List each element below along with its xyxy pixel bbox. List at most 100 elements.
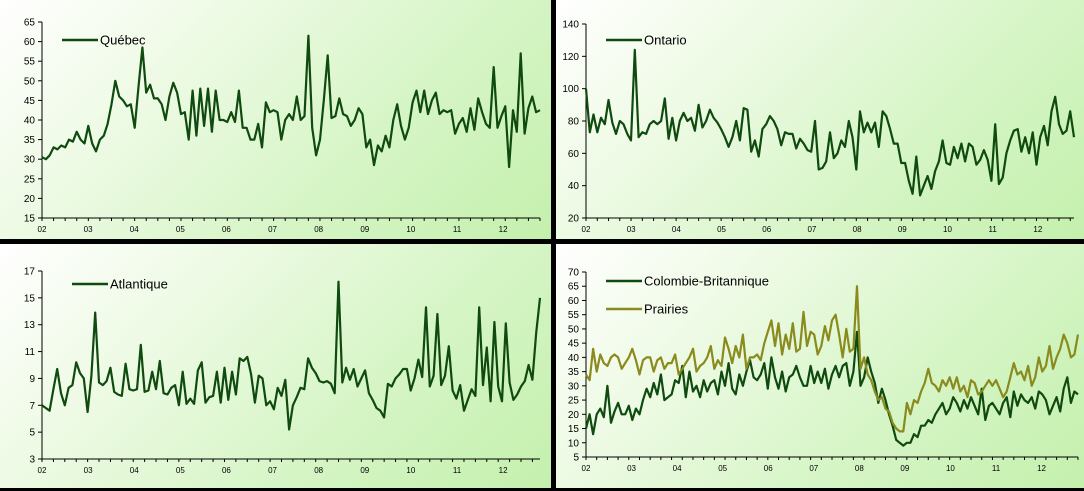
y-tick-label: 17 [24, 267, 36, 278]
y-tick-label: 20 [568, 410, 580, 421]
x-tick-label: 03 [84, 225, 93, 234]
y-tick-label: 15 [24, 293, 36, 304]
series-line [41, 34, 541, 169]
x-tick-label: 04 [130, 225, 139, 234]
x-tick-label: 08 [314, 466, 323, 475]
x-tick-label: 10 [406, 466, 415, 475]
y-tick-label: 15 [568, 424, 580, 435]
series-line [584, 48, 1076, 197]
legend-label: Atlantique [110, 277, 168, 292]
legend-label: Prairies [644, 302, 689, 317]
x-tick-label: 12 [1037, 464, 1046, 473]
y-tick-label: 11 [25, 347, 36, 358]
y-tick-label: 7 [29, 401, 35, 412]
y-tick-label: 9 [29, 374, 35, 385]
x-tick-label: 09 [360, 225, 369, 234]
x-tick-label: 11 [992, 464, 1001, 473]
chart-panel-quebec: 15 20 25 30 35 40 45 50 55 60 65 02 03 04 05 06 07 08 09 10… [0, 0, 551, 239]
x-tick-label: 04 [130, 466, 139, 475]
chart-panel-ontario: 20 40 60 80 100 120 140 02 03 04 05 06 07 08 09 10 11 12 O… [556, 0, 1084, 239]
x-tick-label: 09 [900, 464, 909, 473]
x-tick-label: 03 [84, 466, 93, 475]
x-tick-label: 11 [453, 225, 462, 234]
y-tick-label: 45 [24, 96, 36, 107]
x-tick-label: 10 [943, 225, 952, 234]
y-tick-label: 65 [568, 282, 580, 293]
legend-label: Québec [100, 33, 146, 48]
x-tick-label: 05 [717, 225, 726, 234]
y-tick-label: 40 [568, 181, 580, 192]
x-tick-label: 05 [176, 225, 185, 234]
line-chart-quebec: 15 20 25 30 35 40 45 50 55 60 65 02 03 04 05 06 07 08 09 10… [24, 18, 541, 234]
line-chart-ontario: 20 40 60 80 100 120 140 02 03 04 05 06 07 08 09 10 11 12 O… [562, 20, 1076, 234]
x-tick-label: 09 [898, 225, 907, 234]
x-tick-label: 06 [762, 225, 771, 234]
x-tick-label: 06 [764, 464, 773, 473]
y-tick-label: 13 [24, 320, 36, 331]
y-tick-label: 55 [24, 57, 36, 68]
y-tick-label: 35 [568, 367, 580, 378]
x-tick-label: 07 [807, 225, 816, 234]
y-tick-label: 65 [24, 18, 36, 29]
y-tick-label: 25 [568, 396, 580, 407]
chart-panel-atlantique: 3 5 7 9 11 13 15 17 02 03 04 05 06 07 08 09 10 11 12 Atlant… [0, 244, 551, 488]
y-tick-label: 120 [562, 52, 579, 63]
x-tick-label: 10 [406, 225, 415, 234]
series-line [584, 330, 1079, 447]
series-line [41, 280, 542, 431]
x-tick-label: 02 [582, 464, 591, 473]
y-tick-label: 40 [24, 116, 36, 127]
x-tick-label: 02 [38, 225, 47, 234]
chart-panel-colombie-prairies: 5 10 15 20 25 30 35 40 45 50 55 60 65 70 02 03 04 05 06 07 0… [556, 244, 1084, 488]
x-tick-label: 05 [176, 466, 185, 475]
y-tick-label: 50 [24, 76, 36, 87]
x-tick-label: 02 [38, 466, 47, 475]
legend-label: Ontario [644, 33, 687, 48]
x-tick-label: 11 [989, 225, 998, 234]
x-tick-label: 02 [582, 225, 591, 234]
x-tick-label: 07 [268, 225, 277, 234]
y-tick-label: 140 [562, 20, 579, 31]
x-tick-label: 12 [499, 225, 508, 234]
x-tick-label: 07 [268, 466, 277, 475]
x-tick-label: 03 [627, 225, 636, 234]
line-chart-atlantique: 3 5 7 9 11 13 15 17 02 03 04 05 06 07 08 09 10 11 12 Atlant… [24, 267, 542, 475]
legend-label: Colombie-Britannique [644, 274, 769, 289]
x-tick-label: 08 [855, 464, 864, 473]
y-tick-label: 5 [29, 428, 35, 439]
x-tick-label: 06 [222, 466, 231, 475]
y-tick-label: 100 [562, 84, 579, 95]
x-tick-label: 12 [499, 466, 508, 475]
y-tick-label: 30 [568, 381, 580, 392]
x-tick-label: 08 [853, 225, 862, 234]
x-tick-label: 10 [946, 464, 955, 473]
y-tick-label: 20 [24, 194, 36, 205]
x-tick-label: 12 [1033, 225, 1042, 234]
y-tick-label: 3 [29, 455, 35, 466]
y-tick-label: 70 [568, 268, 580, 279]
y-tick-label: 30 [24, 155, 36, 166]
y-tick-label: 40 [568, 353, 580, 364]
y-tick-label: 20 [568, 214, 580, 225]
y-tick-label: 15 [24, 214, 36, 225]
y-tick-label: 45 [568, 339, 580, 350]
y-tick-label: 25 [24, 174, 36, 185]
y-tick-label: 60 [568, 149, 580, 160]
y-tick-label: 80 [568, 117, 580, 128]
x-tick-label: 11 [453, 466, 462, 475]
y-tick-label: 5 [573, 453, 579, 464]
x-tick-label: 06 [222, 225, 231, 234]
series-line [585, 285, 1080, 433]
y-tick-label: 60 [24, 37, 36, 48]
x-tick-label: 03 [627, 464, 636, 473]
y-tick-label: 10 [568, 438, 580, 449]
x-tick-label: 09 [360, 466, 369, 475]
x-tick-label: 04 [673, 464, 682, 473]
y-tick-label: 50 [568, 324, 580, 335]
y-tick-label: 35 [24, 135, 36, 146]
x-tick-label: 05 [718, 464, 727, 473]
line-chart-colombie-prairies: 5 10 15 20 25 30 35 40 45 50 55 60 65 70 02 03 04 05 06 07 0… [568, 268, 1080, 473]
x-tick-label: 04 [672, 225, 681, 234]
x-tick-label: 08 [314, 225, 323, 234]
